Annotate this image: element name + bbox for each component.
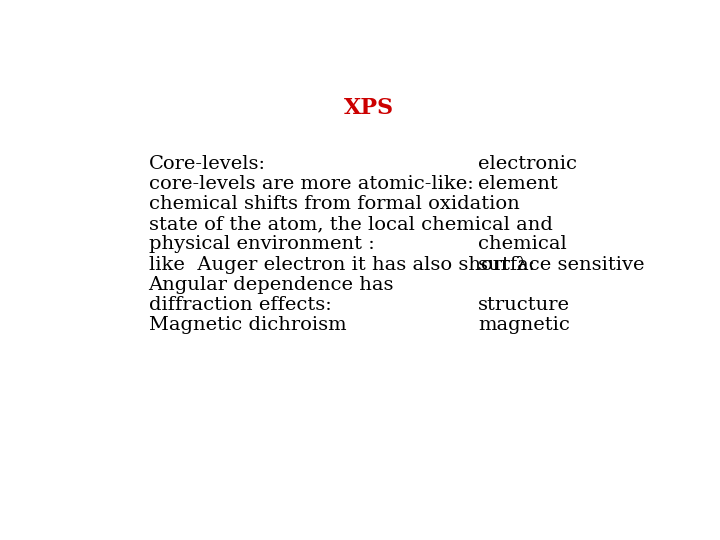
Text: element: element <box>478 175 557 193</box>
Text: diffraction effects:: diffraction effects: <box>148 296 331 314</box>
Text: surface sensitive: surface sensitive <box>478 255 644 274</box>
Text: state of the atom, the local chemical and: state of the atom, the local chemical an… <box>148 215 552 233</box>
Text: core-levels are more atomic-like:: core-levels are more atomic-like: <box>148 175 473 193</box>
Text: Core-levels:: Core-levels: <box>148 155 266 173</box>
Text: magnetic: magnetic <box>478 316 570 334</box>
Text: chemical: chemical <box>478 235 567 253</box>
Text: physical environment :: physical environment : <box>148 235 374 253</box>
Text: like  Auger electron it has also short λ:: like Auger electron it has also short λ: <box>148 255 534 274</box>
Text: XPS: XPS <box>344 97 394 119</box>
Text: Angular dependence has: Angular dependence has <box>148 276 394 294</box>
Text: structure: structure <box>478 296 570 314</box>
Text: electronic: electronic <box>478 155 577 173</box>
Text: Magnetic dichroism: Magnetic dichroism <box>148 316 346 334</box>
Text: chemical shifts from formal oxidation: chemical shifts from formal oxidation <box>148 195 519 213</box>
